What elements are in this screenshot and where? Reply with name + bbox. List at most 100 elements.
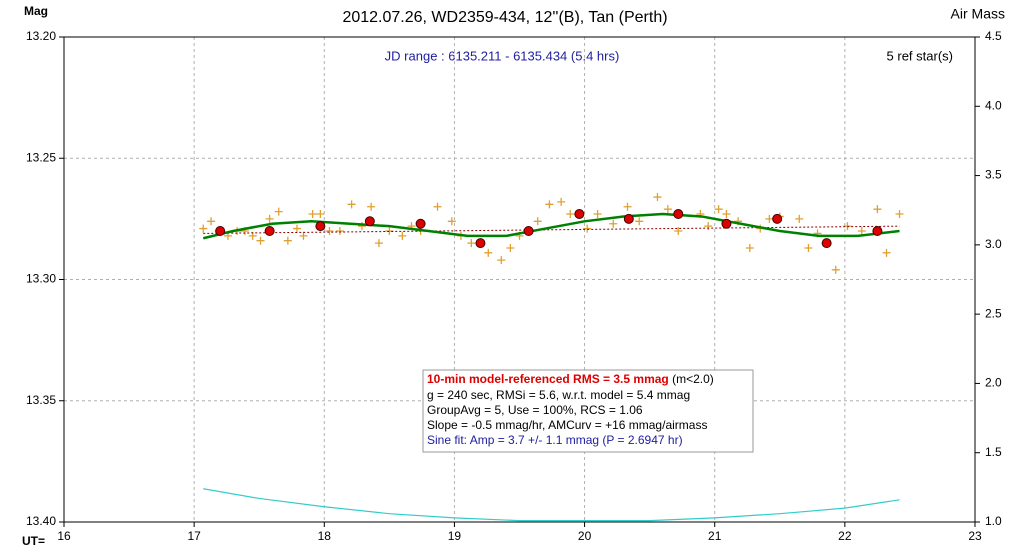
data-point [714,205,723,214]
data-point [433,202,442,211]
y-axis-label: Mag [24,4,48,18]
y-tick-label: 13.20 [26,29,56,43]
data-point [843,222,852,231]
data-point [873,205,882,214]
data-point [895,210,904,219]
data-point [475,238,486,249]
data-point [207,217,216,226]
data-point [593,210,602,219]
data-point [772,213,783,224]
y2-tick-label: 4.0 [985,98,1002,112]
data-point [308,210,317,219]
y2-tick-label: 1.5 [985,445,1002,459]
info-line: 10-min model-referenced RMS = 3.5 mmag (… [427,372,714,386]
x-tick-label: 21 [708,529,722,543]
data-point [484,248,493,257]
data-point [265,214,274,223]
data-point [299,231,308,240]
data-point [663,205,672,214]
data-point [199,224,208,233]
data-point [857,227,866,235]
data-point [721,218,732,229]
data-point [821,238,832,249]
data-point [292,224,301,233]
data-point [722,210,731,219]
info-box: 10-min model-referenced RMS = 3.5 mmag (… [422,369,754,453]
x-axis-label: UT= [22,534,45,548]
y2-tick-label: 4.5 [985,29,1002,43]
y2-tick-label: 2.5 [985,306,1002,320]
data-point [673,209,684,220]
data-point [497,256,506,265]
data-point [523,226,534,236]
data-point [795,214,804,223]
info-line: Slope = -0.5 mmag/hr, AMCurv = +16 mmag/… [427,418,707,432]
data-point [415,218,426,229]
data-point [765,214,774,223]
info-line: Sine fit: Amp = 3.7 +/- 1.1 mmag (P = 2.… [427,433,683,447]
y2-axis-label: Air Mass [951,6,1005,22]
y2-tick-label: 1.0 [985,514,1002,528]
data-point [506,243,515,252]
y2-tick-label: 3.0 [985,237,1002,251]
jd-range: JD range : 6135.211 - 6135.434 (5.4 hrs) [385,48,620,63]
x-tick-label: 16 [57,529,71,543]
data-point [447,217,456,226]
data-point [315,221,326,232]
data-point [557,197,566,206]
y-tick-label: 13.25 [26,150,56,164]
y2-tick-label: 3.5 [985,168,1002,182]
data-point [566,210,575,219]
data-point [264,226,275,236]
data-point [533,217,542,226]
y-tick-label: 13.40 [26,514,56,528]
y-tick-label: 13.35 [26,393,56,407]
series-line [203,225,900,234]
data-point [623,213,634,224]
data-point [635,217,644,226]
data-point [609,219,618,228]
y2-tick-label: 2.0 [985,376,1002,390]
data-point [704,222,713,231]
data-point [335,227,344,235]
x-tick-label: 18 [318,529,332,543]
data-point [398,231,407,240]
chart-title: 2012.07.26, WD2359-434, 12''(B), Tan (Pe… [342,9,667,26]
ref-stars: 5 ref star(s) [887,48,953,63]
data-point [325,227,334,235]
series-line [203,488,900,522]
y-tick-label: 13.30 [26,272,56,286]
info-box-frame [422,369,754,453]
x-tick-label: 17 [187,529,201,543]
data-point [367,202,376,211]
data-point [347,200,356,209]
data-point [653,193,662,202]
data-point [545,200,554,209]
series-line [202,212,900,240]
x-tick-label: 23 [968,529,982,543]
data-point [256,236,265,245]
data-point [467,239,476,248]
data-point [583,224,592,233]
x-tick-label: 20 [578,529,592,543]
info-line: GroupAvg = 5, Use = 100%, RCS = 1.06 [427,403,643,417]
data-point [745,243,754,252]
data-point [623,202,632,211]
data-point [215,226,226,236]
x-tick-label: 22 [838,529,852,543]
plot: 16 17 18 19 20 21 22 23 13.20 13.25 13.30 13.35 13.4… [26,29,1002,543]
info-rms-note: (m<2.0) [672,372,714,386]
data-point [274,207,283,216]
data-point [374,239,383,248]
x-tick-label: 19 [448,529,462,543]
plot-frame [63,36,976,523]
data-point [831,265,840,274]
data-point [364,216,375,227]
data-point [872,226,883,236]
info-rms: 10-min model-referenced RMS = 3.5 mmag [427,372,669,386]
data-point [674,227,683,235]
data-point [882,248,891,257]
data-point [283,236,292,245]
info-line: g = 240 sec, RMSi = 5.6, w.r.t. model = … [427,388,690,402]
